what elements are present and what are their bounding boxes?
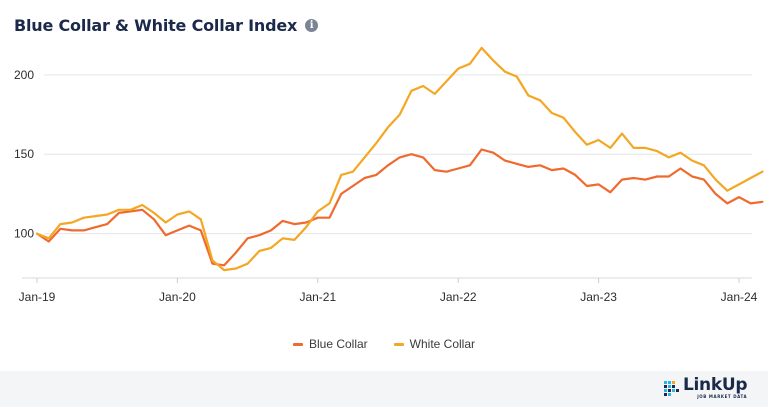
linkup-logo-mark [664,381,679,396]
legend-label-white-collar: White Collar [409,337,476,351]
x-tick-label: Jan-23 [580,290,617,304]
series-line-blue-collar[interactable] [35,148,764,267]
legend-label-blue-collar: Blue Collar [308,337,368,351]
legend-item-white-collar[interactable]: White Collar [393,337,476,351]
y-tick-label: 100 [14,227,34,241]
y-tick-label: 150 [14,147,34,161]
line-chart: 100 150 200 Jan-19 Jan-20 Jan-21 Jan-22 Jan-23… [14,46,764,304]
series-line-white-collar[interactable] [35,46,764,272]
x-tick-label: Jan-22 [440,290,477,304]
info-icon[interactable]: i [305,19,319,32]
legend: Blue Collar White Collar [0,337,768,351]
y-axis-ticks: 100 150 200 [14,68,34,241]
chart-title: Blue Collar & White Collar Index [14,16,298,35]
legend-swatch-white-collar [393,342,404,346]
legend-item-blue-collar[interactable]: Blue Collar [292,337,368,351]
grid-lines [22,74,752,279]
x-tick-label: Jan-19 [19,290,56,304]
title-row: Blue Collar & White Collar Index i [14,16,319,35]
logo-wordmark: LinkUp [683,375,748,395]
chart-card: Blue Collar & White Collar Index i 100 15… [0,0,768,371]
x-tick-label: Jan-21 [299,290,336,304]
y-tick-label: 200 [14,68,34,82]
linkup-logo: LinkUp JOB MARKET DATA [664,375,748,399]
x-tick-label: Jan-20 [159,290,196,304]
legend-swatch-blue-collar [292,342,303,346]
logo-tagline: JOB MARKET DATA [697,394,748,399]
series-lines [35,46,764,272]
x-tick-label: Jan-24 [721,290,758,304]
x-axis-ticks: Jan-19 Jan-20 Jan-21 Jan-22 Jan-23 Jan-24 [19,278,758,304]
